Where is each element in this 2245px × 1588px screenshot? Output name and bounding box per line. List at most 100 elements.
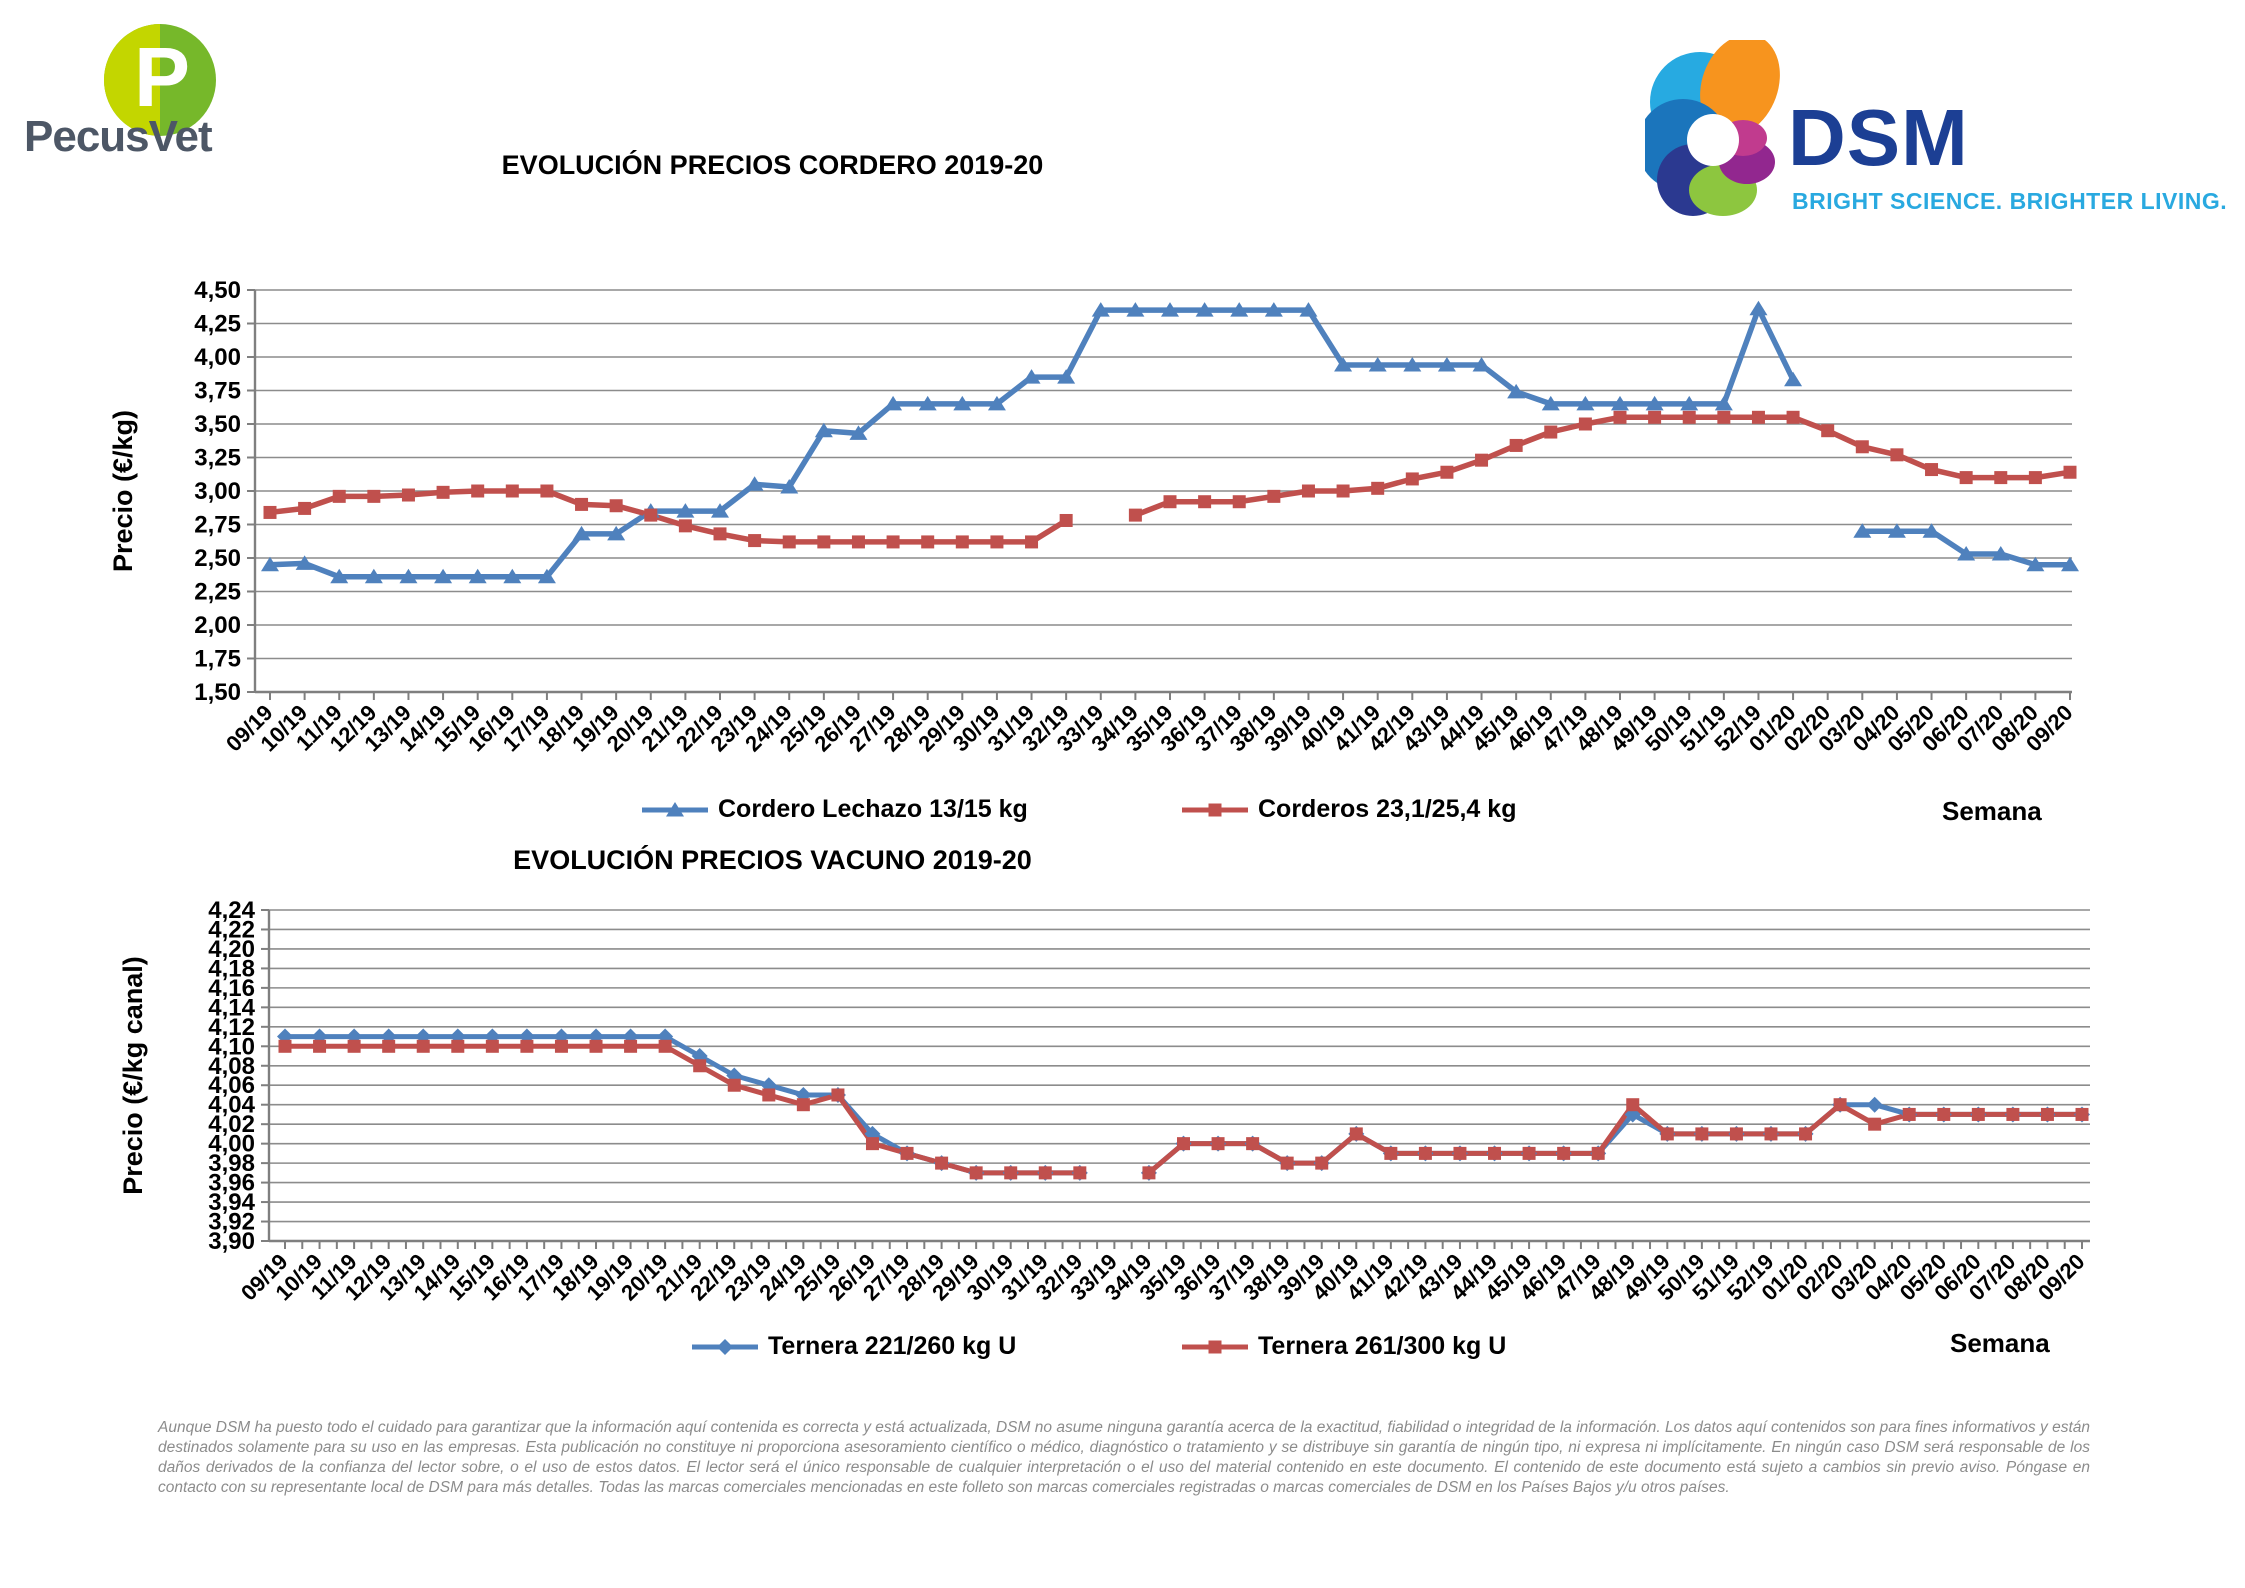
- data-point-s1: [1660, 1127, 1674, 1141]
- data-point-s1: [589, 1039, 603, 1053]
- data-point-s1: [2040, 1107, 2054, 1121]
- data-point-s1: [1557, 1146, 1571, 1160]
- data-point-s0: [261, 556, 279, 572]
- data-point-s1: [1682, 410, 1696, 424]
- dsm-name: DSM: [1788, 93, 1969, 182]
- data-point-s1: [1232, 495, 1246, 509]
- y-tick-label: 3,94: [208, 1189, 255, 1216]
- data-point-s1: [1509, 438, 1523, 452]
- data-point-s0: [295, 555, 314, 570]
- legend-marker-cordero-lechazo-icon: [642, 801, 708, 816]
- data-point-s0: [884, 395, 903, 411]
- y-tick-label: 3,75: [194, 378, 241, 405]
- pecusvet-logo: P PecusVet: [10, 8, 240, 173]
- data-point-s1: [817, 535, 831, 549]
- data-point-s0: [553, 1028, 570, 1045]
- y-tick-label: 4,22: [208, 916, 255, 943]
- data-point-s1: [1578, 417, 1592, 431]
- data-point-s1: [762, 1088, 776, 1102]
- y-tick-label: 4,08: [208, 1053, 255, 1080]
- chart-vacuno: EVOLUCIÓN PRECIOS VACUNO 2019-20 3,90 3,9…: [0, 845, 2245, 1405]
- data-point-s0: [849, 425, 868, 440]
- data-point-s0: [537, 568, 556, 584]
- data-point-s1: [693, 1059, 707, 1073]
- data-point-s1: [969, 1166, 983, 1180]
- data-point-s1: [382, 1039, 396, 1053]
- data-point-s1: [1418, 1146, 1432, 1160]
- data-point-s1: [886, 535, 900, 549]
- data-point-s0: [1645, 395, 1664, 411]
- data-point-s0: [953, 395, 972, 411]
- data-point-s1: [1211, 1137, 1225, 1151]
- data-point-s1: [1994, 471, 2008, 485]
- data-point-s1: [1280, 1156, 1294, 1170]
- disclaimer-text: Aunque DSM ha puesto todo el cuidado par…: [158, 1419, 2090, 1497]
- data-point-s1: [1544, 425, 1558, 439]
- legend-sample-marker: [666, 801, 684, 816]
- data-point-s1: [1751, 410, 1765, 424]
- data-point-s1: [1959, 471, 1973, 485]
- data-point-s1: [505, 484, 519, 498]
- data-point-s1: [554, 1039, 568, 1053]
- y-tick-label: 4,25: [194, 311, 241, 338]
- data-point-s0: [572, 525, 591, 541]
- data-point-s1: [1855, 440, 1869, 454]
- data-point-s1: [1267, 489, 1281, 503]
- data-point-s0: [330, 568, 349, 584]
- data-point-s0: [1957, 545, 1976, 561]
- data-point-s0: [503, 568, 522, 584]
- data-point-s0: [277, 1028, 293, 1045]
- data-point-s0: [745, 476, 764, 491]
- data-point-s0: [1853, 523, 1872, 538]
- data-point-s1: [1177, 1137, 1190, 1151]
- data-point-s1: [1613, 410, 1627, 424]
- y-tick-label: 4,04: [208, 1092, 255, 1119]
- legend-marker-ternera-261-icon: [1182, 1340, 1248, 1353]
- y-tick-label: 3,92: [208, 1209, 255, 1236]
- data-point-s1: [1937, 1107, 1951, 1121]
- data-point-s1: [1729, 1127, 1743, 1141]
- y-tick-label: 4,50: [194, 277, 241, 304]
- legend-label-ternera-221: Ternera 221/260 kg U: [768, 1332, 1017, 1360]
- data-point-s0: [588, 1028, 605, 1045]
- y-tick-label: 2,75: [194, 512, 241, 539]
- dsm-tagline: BRIGHT SCIENCE. BRIGHTER LIVING.: [1792, 188, 2228, 214]
- y-tick-label: 4,00: [194, 344, 241, 371]
- data-point-s1: [1440, 465, 1454, 479]
- data-point-s1: [1786, 410, 1800, 424]
- y-tick-label: 3,96: [208, 1170, 255, 1197]
- data-point-s0: [1091, 302, 1110, 317]
- data-point-s1: [485, 1039, 499, 1053]
- data-point-s0: [1057, 369, 1076, 384]
- data-point-s0: [380, 1028, 397, 1045]
- data-point-s1: [1073, 1166, 1087, 1180]
- data-point-s0: [1576, 395, 1595, 411]
- data-point-s1: [278, 1039, 292, 1053]
- data-point-s1: [1764, 1127, 1778, 1141]
- data-point-s1: [2075, 1107, 2089, 1121]
- data-point-s1: [1902, 1107, 1916, 1121]
- data-point-s1: [624, 1039, 638, 1053]
- data-point-s1: [1868, 1117, 1882, 1131]
- data-point-s1: [748, 534, 762, 548]
- data-point-s0: [1784, 371, 1803, 387]
- pecusvet-name: PecusVet: [24, 112, 213, 161]
- data-point-s1: [851, 535, 865, 549]
- y-tick-label: 3,90: [208, 1228, 255, 1255]
- y-tick-label: 2,00: [194, 612, 241, 639]
- data-point-s1: [1246, 1137, 1260, 1151]
- data-point-s0: [676, 503, 695, 518]
- data-point-s0: [449, 1028, 466, 1045]
- chart-cordero-title: EVOLUCIÓN PRECIOS CORDERO 2019-20: [501, 150, 1044, 180]
- legend-marker-corderos-icon: [1182, 803, 1248, 816]
- legend-label-corderos: Corderos 23,1/25,4 kg: [1258, 795, 1517, 823]
- data-point-s1: [436, 485, 450, 499]
- legend-sample-marker: [717, 1338, 733, 1355]
- data-point-s0: [1126, 302, 1145, 317]
- y-tick-label: 4,18: [208, 955, 255, 982]
- data-point-s0: [1680, 395, 1699, 411]
- legend-item-ternera-261: Ternera 261/300 kg U: [1180, 1332, 1506, 1361]
- legend-marker-ternera-221-icon: [692, 1338, 758, 1355]
- pecusvet-monogram: P: [134, 30, 190, 124]
